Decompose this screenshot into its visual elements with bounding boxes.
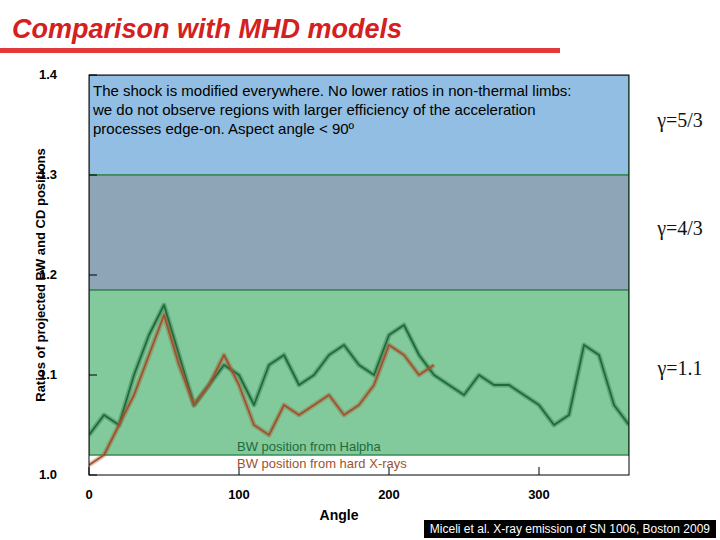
slide-title: Comparison with MHD models	[12, 14, 402, 44]
chart-background	[28, 62, 630, 532]
x-tick-label: 0	[85, 487, 92, 502]
series-line	[89, 315, 434, 465]
legend-entry: BW position from hard X-rays	[237, 456, 407, 471]
band-label: γ=5/3	[656, 109, 703, 132]
title-rule	[0, 48, 560, 53]
y-tick	[89, 275, 97, 276]
y-tick-label: 1.4	[39, 67, 58, 82]
x-tick-label: 100	[228, 487, 250, 502]
plot-frame	[89, 75, 629, 475]
x-tick-label: 200	[378, 487, 400, 502]
y-tick	[89, 475, 97, 476]
gamma-band	[89, 290, 629, 455]
series-halo	[89, 305, 629, 435]
annotation: The shock is modified everywhere. No low…	[93, 81, 573, 138]
legend-entry: BW position from Halpha	[237, 439, 382, 454]
plot-area	[89, 75, 629, 465]
gamma-band	[89, 75, 629, 175]
y-tick	[89, 75, 97, 76]
y-axis-label: Ratios of projected BW and CD positions	[33, 148, 48, 402]
footer: Miceli et al. X-ray emission of SN 1006,…	[424, 520, 716, 538]
series-line	[89, 305, 629, 435]
band-label: γ=4/3	[656, 217, 703, 240]
x-tick	[89, 467, 90, 475]
x-axis-label: Angle	[320, 507, 359, 523]
series-halo	[89, 315, 434, 465]
x-tick	[539, 467, 540, 475]
x-tick-label: 300	[528, 487, 550, 502]
y-tick	[89, 175, 97, 176]
slide: Comparison with MHD models 0 100 200 300 1.0 1…	[0, 0, 720, 540]
y-tick-label: 1.0	[39, 467, 57, 482]
y-tick	[89, 375, 97, 376]
gamma-band	[89, 175, 629, 290]
band-label: γ=1.1	[656, 357, 702, 380]
slide-canvas: Comparison with MHD models 0 100 200 300 1.0 1…	[0, 0, 720, 540]
